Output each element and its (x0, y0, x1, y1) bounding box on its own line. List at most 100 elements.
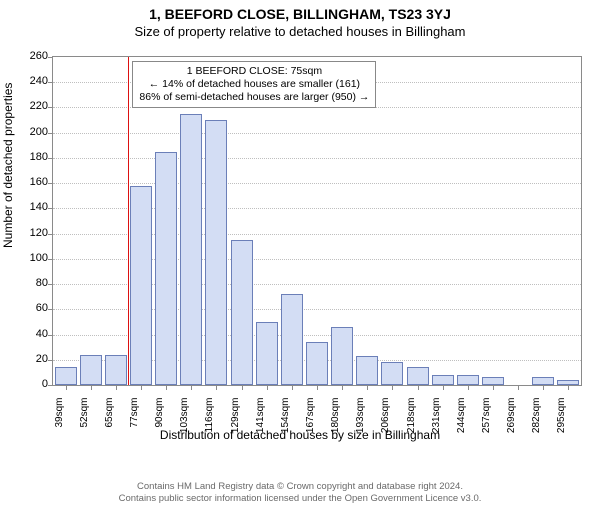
histogram-bar (482, 377, 504, 385)
page-title: 1, BEEFORD CLOSE, BILLINGHAM, TS23 3YJ (0, 6, 600, 22)
ytick-label: 40 (8, 328, 48, 340)
xtick-mark (568, 385, 569, 390)
ytick-mark (48, 82, 53, 83)
histogram-bar (281, 294, 303, 385)
histogram-bar (80, 355, 102, 385)
xtick-mark (216, 385, 217, 390)
xtick-label: 103sqm (179, 398, 190, 448)
plot-area: 1 BEEFORD CLOSE: 75sqm← 14% of detached … (52, 56, 582, 386)
xtick-mark (418, 385, 419, 390)
histogram-bar (256, 322, 278, 385)
ytick-label: 240 (8, 75, 48, 87)
histogram-bar (231, 240, 253, 385)
xtick-mark (543, 385, 544, 390)
xtick-label: 52sqm (79, 398, 90, 448)
chart-container: Number of detached properties 1 BEEFORD … (0, 48, 600, 448)
xtick-mark (367, 385, 368, 390)
ytick-label: 160 (8, 176, 48, 188)
footer-line-2: Contains public sector information licen… (0, 493, 600, 504)
ytick-label: 0 (8, 378, 48, 390)
xtick-mark (191, 385, 192, 390)
histogram-bar (180, 114, 202, 385)
xtick-label: 282sqm (531, 398, 542, 448)
ytick-label: 140 (8, 201, 48, 213)
ytick-mark (48, 183, 53, 184)
ytick-mark (48, 335, 53, 336)
ytick-mark (48, 309, 53, 310)
ytick-mark (48, 234, 53, 235)
ytick-mark (48, 259, 53, 260)
xtick-mark (392, 385, 393, 390)
xtick-mark (141, 385, 142, 390)
xtick-label: 180sqm (330, 398, 341, 448)
xtick-label: 206sqm (380, 398, 391, 448)
xtick-mark (493, 385, 494, 390)
ytick-label: 180 (8, 151, 48, 163)
histogram-bar (381, 362, 403, 385)
xtick-mark (166, 385, 167, 390)
ytick-label: 260 (8, 50, 48, 62)
xtick-label: 39sqm (54, 398, 65, 448)
xtick-mark (242, 385, 243, 390)
xtick-mark (342, 385, 343, 390)
ytick-mark (48, 158, 53, 159)
xtick-label: 231sqm (431, 398, 442, 448)
histogram-bar (306, 342, 328, 385)
ytick-mark (48, 208, 53, 209)
annotation-box: 1 BEEFORD CLOSE: 75sqm← 14% of detached … (132, 61, 376, 108)
histogram-bar (205, 120, 227, 385)
ytick-mark (48, 360, 53, 361)
marker-line (128, 57, 129, 385)
xtick-label: 244sqm (456, 398, 467, 448)
xtick-mark (66, 385, 67, 390)
histogram-bar (432, 375, 454, 385)
footer-line-1: Contains HM Land Registry data © Crown c… (0, 481, 600, 492)
gridline (53, 183, 581, 184)
annotation-line: 86% of semi-detached houses are larger (… (139, 91, 369, 104)
ytick-mark (48, 107, 53, 108)
gridline (53, 158, 581, 159)
histogram-bar (407, 367, 429, 385)
ytick-label: 120 (8, 227, 48, 239)
histogram-bar (356, 356, 378, 385)
xtick-label: 154sqm (280, 398, 291, 448)
ytick-mark (48, 133, 53, 134)
histogram-bar (457, 375, 479, 385)
page-subtitle: Size of property relative to detached ho… (0, 24, 600, 39)
xtick-mark (468, 385, 469, 390)
xtick-label: 129sqm (230, 398, 241, 448)
ytick-label: 60 (8, 302, 48, 314)
xtick-label: 77sqm (129, 398, 140, 448)
ytick-mark (48, 57, 53, 58)
gridline (53, 133, 581, 134)
xtick-label: 257sqm (481, 398, 492, 448)
xtick-label: 90sqm (154, 398, 165, 448)
xtick-mark (116, 385, 117, 390)
xtick-label: 218sqm (406, 398, 417, 448)
xtick-mark (518, 385, 519, 390)
ytick-label: 20 (8, 353, 48, 365)
annotation-line: 1 BEEFORD CLOSE: 75sqm (139, 65, 369, 78)
ytick-mark (48, 284, 53, 285)
histogram-bar (155, 152, 177, 385)
xtick-label: 167sqm (305, 398, 316, 448)
xtick-mark (91, 385, 92, 390)
xtick-label: 193sqm (355, 398, 366, 448)
ytick-label: 100 (8, 252, 48, 264)
ytick-label: 220 (8, 100, 48, 112)
xtick-mark (443, 385, 444, 390)
xtick-label: 65sqm (104, 398, 115, 448)
xtick-label: 269sqm (506, 398, 517, 448)
histogram-bar (55, 367, 77, 385)
ytick-label: 200 (8, 126, 48, 138)
histogram-bar (331, 327, 353, 385)
histogram-bar (130, 186, 152, 385)
footer-attribution: Contains HM Land Registry data © Crown c… (0, 481, 600, 504)
xtick-mark (317, 385, 318, 390)
xtick-mark (267, 385, 268, 390)
xtick-label: 141sqm (255, 398, 266, 448)
ytick-label: 80 (8, 277, 48, 289)
histogram-bar (105, 355, 127, 385)
xtick-label: 295sqm (556, 398, 567, 448)
histogram-bar (532, 377, 554, 385)
